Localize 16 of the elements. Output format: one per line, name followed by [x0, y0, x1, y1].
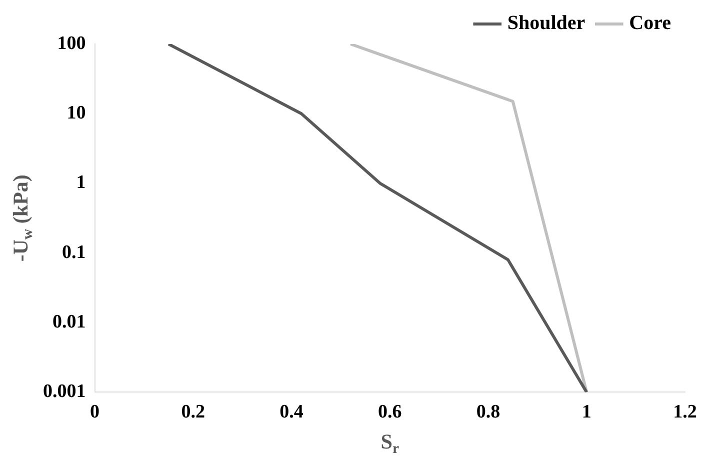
- x-tick-label: 0.2: [181, 402, 205, 423]
- x-tick-label: 1: [582, 402, 592, 423]
- x-tick-label: 0.6: [378, 402, 402, 423]
- y-tick-label: 0.1: [62, 242, 86, 263]
- legend-label: Core: [629, 12, 672, 34]
- y-tick-label: 1: [76, 172, 86, 194]
- y-axis-title: -Uw (kPa): [8, 174, 36, 262]
- legend-label: Shoulder: [507, 12, 586, 34]
- x-tick-label: 1.2: [673, 402, 697, 423]
- x-tick-label: 0: [90, 402, 100, 423]
- y-tick-label: 0.001: [43, 381, 86, 402]
- y-tick-label: 100: [57, 32, 86, 54]
- y-tick-label: 10: [66, 102, 86, 124]
- x-tick-label: 0.8: [476, 402, 500, 423]
- y-tick-label: 0.01: [52, 311, 86, 332]
- x-tick-label: 0.4: [280, 402, 304, 423]
